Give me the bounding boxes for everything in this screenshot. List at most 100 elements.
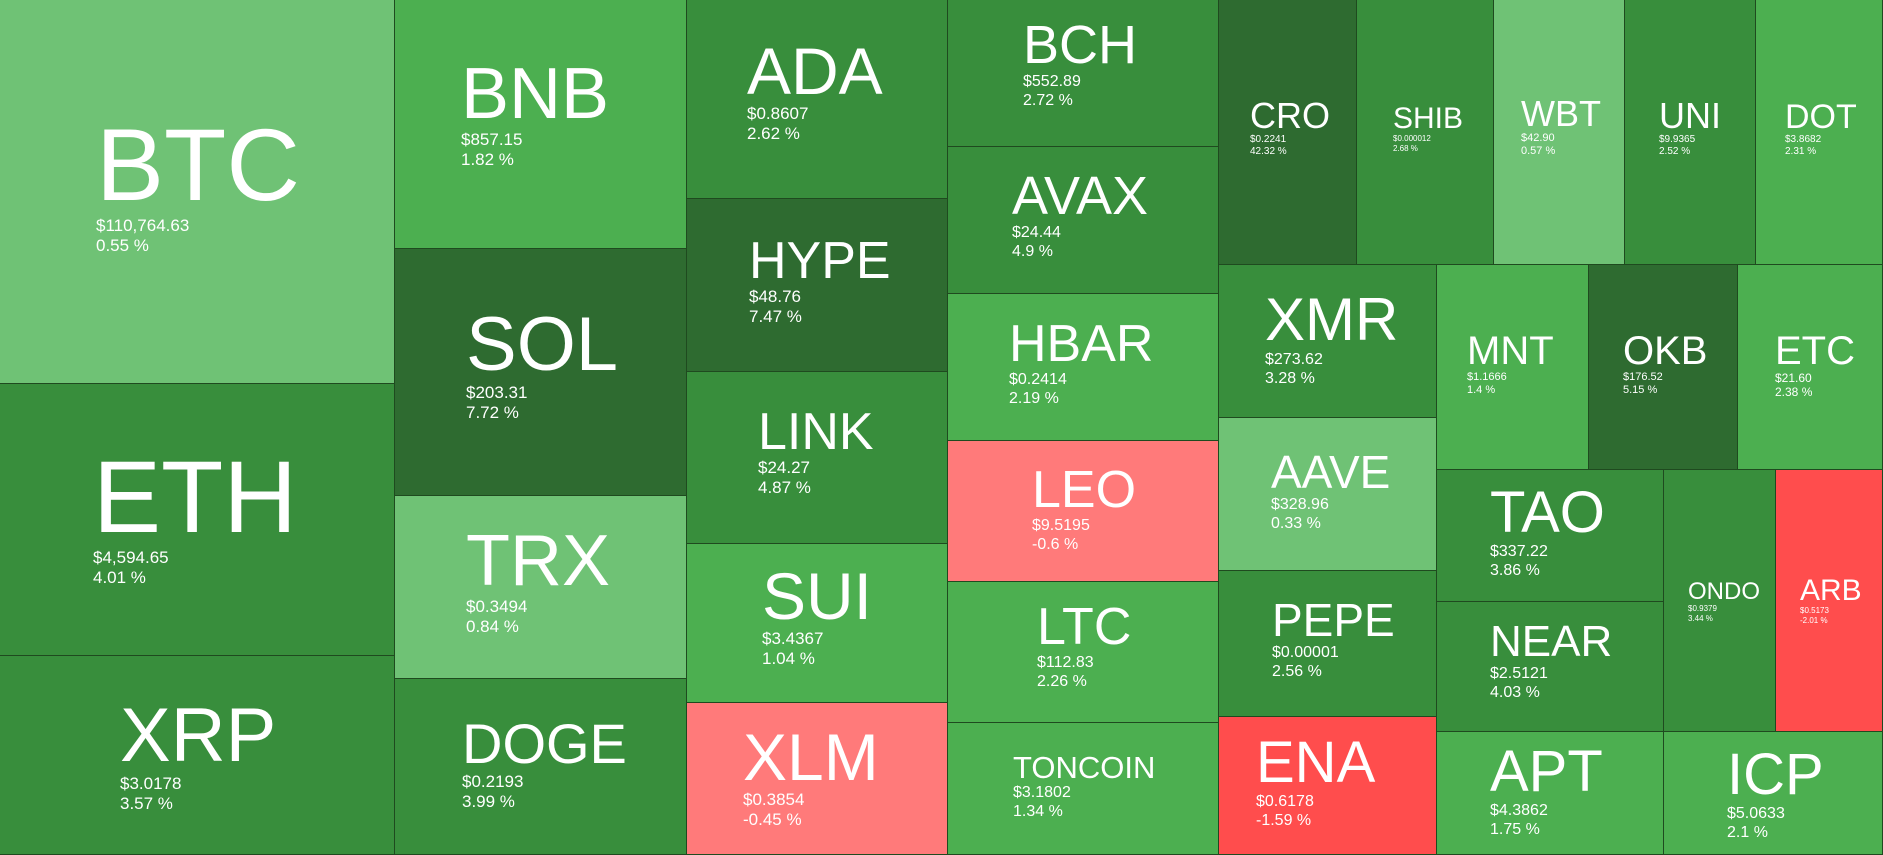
tile-ltc[interactable]: LTC $112.83 2.26 % (948, 582, 1219, 723)
tile-tao[interactable]: TAO $337.22 3.86 % (1437, 470, 1664, 602)
tile-content: BNB $857.15 1.82 % (461, 58, 609, 171)
tile-symbol: TRX (466, 521, 610, 601)
tile-content: CRO $0.2241 42.32 % (1250, 98, 1330, 158)
tile-change: 0.84 % (466, 617, 519, 637)
tile-price: $4.3862 (1490, 802, 1548, 819)
tile-icp[interactable]: ICP $5.0633 2.1 % (1664, 732, 1883, 855)
tile-symbol: TAO (1490, 480, 1605, 545)
tile-apt[interactable]: APT $4.3862 1.75 % (1437, 732, 1664, 855)
tile-price: $21.60 (1775, 371, 1812, 385)
tile-change: 2.72 % (1023, 92, 1073, 110)
tile-toncoin[interactable]: TONCOIN $3.1802 1.34 % (948, 723, 1219, 855)
tile-trx[interactable]: TRX $0.3494 0.84 % (395, 496, 687, 679)
tile-symbol: ADA (747, 34, 883, 108)
tile-xrp[interactable]: XRP $3.0178 3.57 % (0, 656, 395, 855)
tile-content: LINK $24.27 4.87 % (758, 406, 874, 499)
tile-change: 7.72 % (466, 403, 519, 423)
tile-change: 4.9 % (1012, 243, 1053, 261)
tile-change: 0.57 % (1521, 145, 1556, 158)
tile-price: $176.52 (1623, 371, 1663, 383)
tile-change: 1.34 % (1013, 803, 1063, 821)
tile-change: 2.19 % (1009, 390, 1059, 408)
tile-symbol: XLM (743, 720, 879, 794)
tile-pepe[interactable]: PEPE $0.00001 2.56 % (1219, 571, 1437, 717)
tile-symbol: XRP (120, 693, 277, 778)
tile-xlm[interactable]: XLM $0.3854 -0.45 % (687, 703, 948, 855)
tile-change: 1.82 % (461, 150, 514, 170)
tile-arb[interactable]: ARB $0.5173 -2.01 % (1776, 470, 1883, 732)
tile-leo[interactable]: LEO $9.5195 -0.6 % (948, 441, 1219, 582)
tile-near[interactable]: NEAR $2.5121 4.03 % (1437, 602, 1664, 732)
tile-symbol: DOGE (462, 712, 627, 775)
tile-content: HBAR $0.2414 2.19 % (1009, 318, 1153, 408)
tile-content: SUI $3.4367 1.04 % (762, 563, 872, 670)
tile-symbol: NEAR (1490, 617, 1613, 666)
tile-change: 3.28 % (1265, 370, 1315, 388)
tile-price: $0.9379 (1688, 604, 1717, 613)
tile-price: $48.76 (749, 287, 801, 306)
tile-xmr[interactable]: XMR $273.62 3.28 % (1219, 265, 1437, 418)
tile-price: $0.3854 (743, 790, 805, 809)
tile-symbol: PEPE (1272, 594, 1395, 646)
tile-change: 2.62 % (747, 124, 800, 144)
tile-avax[interactable]: AVAX $24.44 4.9 % (948, 147, 1219, 294)
tile-price: $24.27 (758, 458, 810, 477)
tile-price: $3.1802 (1013, 784, 1071, 801)
tile-change: -2.01 % (1800, 615, 1828, 625)
tile-change: -0.45 % (743, 810, 802, 830)
tile-eth[interactable]: ETH $4,594.65 4.01 % (0, 384, 395, 656)
tile-change: 1.04 % (762, 649, 815, 669)
tile-content: HYPE $48.76 7.47 % (749, 235, 891, 328)
tile-btc[interactable]: BTC $110,764.63 0.55 % (0, 0, 395, 384)
tile-content: BTC $110,764.63 0.55 % (96, 114, 300, 257)
tile-link[interactable]: LINK $24.27 4.87 % (687, 372, 948, 544)
tile-content: XRP $3.0178 3.57 % (120, 698, 276, 815)
tile-sol[interactable]: SOL $203.31 7.72 % (395, 249, 687, 496)
tile-ena[interactable]: ENA $0.6178 -1.59 % (1219, 717, 1437, 855)
tile-price: $0.8607 (747, 104, 809, 123)
tile-change: 4.01 % (93, 568, 146, 588)
tile-price: $0.2414 (1009, 371, 1067, 388)
tile-ada[interactable]: ADA $0.8607 2.62 % (687, 0, 948, 199)
tile-price: $0.3494 (466, 597, 528, 616)
tile-content: OKB $176.52 5.15 % (1623, 331, 1707, 397)
tile-symbol: BTC (96, 108, 300, 222)
tile-bch[interactable]: BCH $552.89 2.72 % (948, 0, 1219, 147)
tile-hype[interactable]: HYPE $48.76 7.47 % (687, 199, 948, 372)
tile-ondo[interactable]: ONDO $0.9379 3.44 % (1664, 470, 1776, 732)
tile-price: $0.2241 (1250, 134, 1287, 145)
tile-price: $9.9365 (1659, 134, 1696, 145)
tile-change: 2.31 % (1785, 146, 1817, 157)
tile-symbol: ETH (93, 440, 297, 554)
tile-symbol: AVAX (1012, 166, 1149, 226)
tile-price: $24.44 (1012, 224, 1061, 241)
tile-hbar[interactable]: HBAR $0.2414 2.19 % (948, 294, 1219, 441)
tile-price: $2.5121 (1490, 665, 1548, 682)
tile-etc[interactable]: ETC $21.60 2.38 % (1738, 265, 1883, 470)
tile-change: 0.33 % (1271, 515, 1321, 533)
tile-uni[interactable]: UNI $9.9365 2.52 % (1625, 0, 1756, 265)
tile-change: 1.4 % (1467, 384, 1496, 397)
tile-price: $203.31 (466, 383, 528, 402)
tile-content: AVAX $24.44 4.9 % (1012, 169, 1148, 261)
tile-symbol: ICP (1727, 742, 1824, 807)
tile-sui[interactable]: SUI $3.4367 1.04 % (687, 544, 948, 703)
tile-change: 3.44 % (1688, 613, 1713, 623)
tile-mnt[interactable]: MNT $1.1666 1.4 % (1437, 265, 1589, 470)
tile-price: $112.83 (1037, 654, 1094, 671)
tile-price: $328.96 (1271, 496, 1329, 513)
tile-shib[interactable]: SHIB $0.000012 2.68 % (1357, 0, 1494, 265)
tile-okb[interactable]: OKB $176.52 5.15 % (1589, 265, 1738, 470)
tile-content: TONCOIN $3.1802 1.34 % (1013, 752, 1155, 821)
tile-aave[interactable]: AAVE $328.96 0.33 % (1219, 418, 1437, 571)
tile-dot[interactable]: DOT $3.8682 2.31 % (1756, 0, 1883, 265)
tile-price: $3.8682 (1785, 134, 1822, 145)
tile-change: -1.59 % (1256, 812, 1312, 830)
tile-change: 2.38 % (1775, 385, 1813, 400)
tile-doge[interactable]: DOGE $0.2193 3.99 % (395, 679, 687, 855)
tile-wbt[interactable]: WBT $42.90 0.57 % (1494, 0, 1625, 265)
tile-symbol: LINK (758, 403, 874, 461)
tile-bnb[interactable]: BNB $857.15 1.82 % (395, 0, 687, 249)
tile-cro[interactable]: CRO $0.2241 42.32 % (1219, 0, 1357, 265)
